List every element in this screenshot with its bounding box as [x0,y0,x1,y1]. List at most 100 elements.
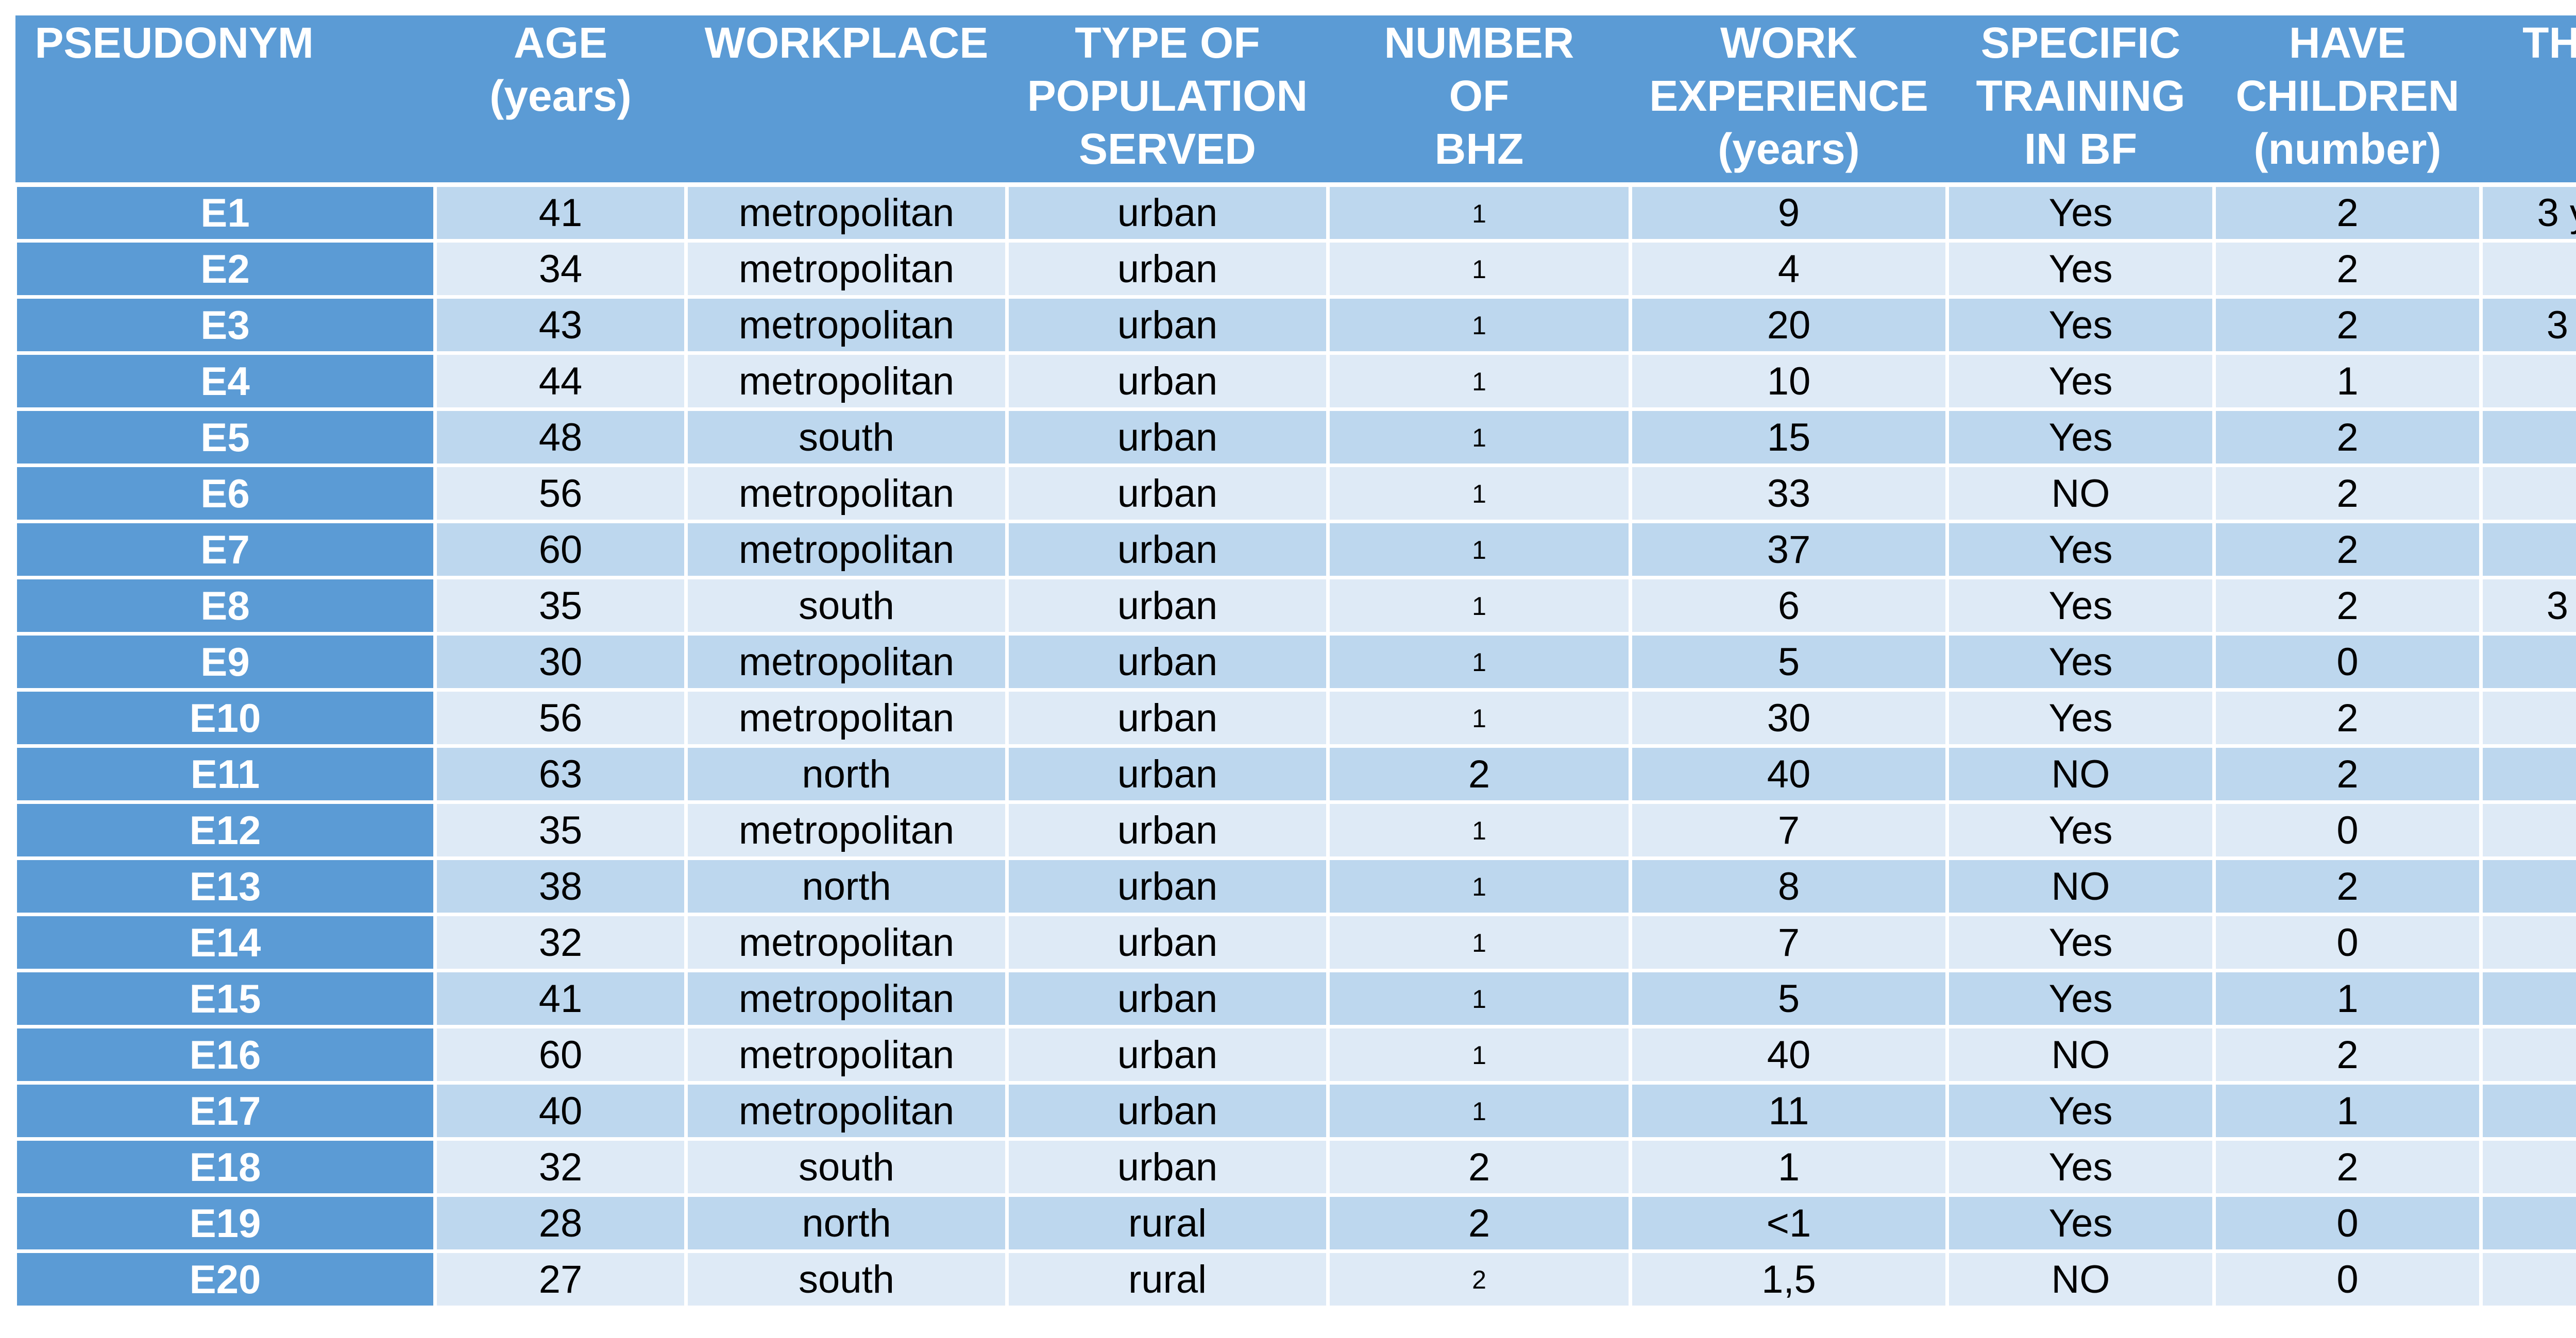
bhz-value: 1 [1472,255,1486,284]
header-line: SERVED [1079,125,1256,173]
header-line: NUMBER [1384,19,1574,67]
cell-population: urban [1005,1081,1330,1141]
cell-bhz: 1 [1326,464,1632,523]
cell-breastfed: 3 years and 11 months/now [2479,183,2576,243]
cell-experience: 9 [1629,183,1949,243]
cell-workplace: metropolitan [684,632,1009,692]
cell-children: 0 [2212,913,2483,972]
cell-training: Yes [1945,520,2216,579]
cell-age: 30 [433,632,688,692]
bhz-value: 1 [1472,985,1486,1014]
cell-population: urban [1005,239,1330,299]
cell-age: 27 [433,1249,688,1309]
cell-training: NO [1945,1025,2216,1085]
cell-age: 32 [433,1137,688,1197]
cell-workplace: south [684,1249,1009,1309]
cell-pseudonym: E13 [13,856,437,916]
cell-bhz: 1 [1326,183,1632,243]
cell-population: rural [1005,1193,1330,1253]
cell-experience: 1,5 [1629,1249,1949,1309]
cell-bhz: 1 [1326,407,1632,467]
cell-workplace: metropolitan [684,464,1009,523]
column-header-pseudonym: PSEUDONYM [15,15,435,187]
cell-experience: 7 [1629,800,1949,860]
cell-breastfed: - [2479,1193,2576,1253]
cell-training: NO [1945,744,2216,804]
bhz-value: 1 [1472,929,1486,957]
cell-population: urban [1005,744,1330,804]
bhz-value: 1 [1472,479,1486,508]
table-container: PSEUDONYM AGE (years) WORKPLACE TYPE OF POPUL… [13,15,2576,1309]
cell-workplace: metropolitan [684,800,1009,860]
cell-pseudonym: E6 [13,464,437,523]
cell-experience: 4 [1629,239,1949,299]
cell-workplace: metropolitan [684,183,1009,243]
cell-pseudonym: E12 [13,800,437,860]
cell-age: 41 [433,969,688,1028]
cell-training: Yes [1945,632,2216,692]
cell-experience: <1 [1629,1193,1949,1253]
cell-experience: 11 [1629,1081,1949,1141]
bhz-value: 1 [1472,311,1486,340]
cell-experience: 8 [1629,856,1949,916]
cell-experience: 40 [1629,1025,1949,1085]
cell-population: urban [1005,295,1330,355]
cell-bhz: 1 [1326,856,1632,916]
cell-experience: 6 [1629,576,1949,636]
cell-children: 2 [2212,688,2483,748]
cell-population: urban [1005,800,1330,860]
cell-pseudonym: E10 [13,688,437,748]
cell-age: 56 [433,464,688,523]
cell-breastfed: 2 months/3 years [2479,1137,2576,1197]
cell-training: Yes [1945,295,2216,355]
header-line: POPULATION [1027,72,1308,120]
cell-children: 2 [2212,856,2483,916]
cell-bhz: 2 [1326,1137,1632,1197]
cell-breastfed: 3 years and 2 months/now [2479,295,2576,355]
header-line: PSEUDONYM [35,19,314,67]
cell-bhz: 2 [1326,1249,1632,1309]
cell-workplace: metropolitan [684,239,1009,299]
cell-experience: 1 [1629,1137,1949,1197]
cell-age: 35 [433,576,688,636]
cell-bhz: 2 [1326,744,1632,804]
cell-training: NO [1945,856,2216,916]
header-line: BHZ [1434,125,1524,173]
cell-population: urban [1005,632,1330,692]
cell-experience: 30 [1629,688,1949,748]
cell-training: Yes [1945,1193,2216,1253]
bhz-value: 1 [1472,367,1486,396]
cell-children: 2 [2212,1025,2483,1085]
cell-workplace: metropolitan [684,913,1009,972]
cell-pseudonym: E17 [13,1081,437,1141]
cell-age: 56 [433,688,688,748]
cell-population: urban [1005,351,1330,411]
cell-breastfed: 3 years [2479,744,2576,804]
cell-workplace: north [684,856,1009,916]
cell-workplace: metropolitan [684,351,1009,411]
cell-children: 2 [2212,464,2483,523]
cell-age: 48 [433,407,688,467]
cell-workplace: metropolitan [684,295,1009,355]
cell-bhz: 1 [1326,520,1632,579]
cell-training: Yes [1945,239,2216,299]
header-line: (number) [2253,125,2442,173]
table-row: E1541metropolitanurban15Yes11 years and … [13,969,2576,1028]
cell-children: 0 [2212,1193,2483,1253]
cell-children: 2 [2212,239,2483,299]
cell-children: 1 [2212,351,2483,411]
cell-training: Yes [1945,351,2216,411]
cell-pseudonym: E2 [13,239,437,299]
cell-age: 63 [433,744,688,804]
cell-breastfed: - [2479,632,2576,692]
bhz-value: 1 [1472,1097,1486,1126]
cell-workplace: south [684,576,1009,636]
cell-children: 0 [2212,1249,2483,1309]
table-row: E444metropolitanurban110Yes13 years [13,351,2576,411]
header-line: EXPERIENCE [1649,72,1928,120]
